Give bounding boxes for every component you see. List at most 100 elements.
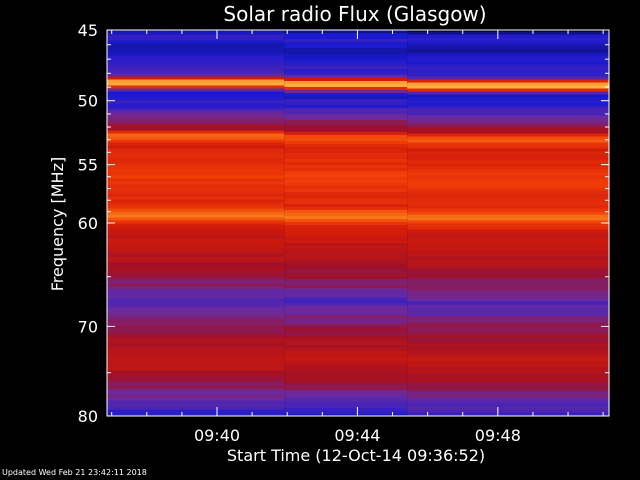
heatmap-cell xyxy=(284,303,408,307)
heatmap-cell xyxy=(407,313,609,318)
heatmap-cell xyxy=(107,52,285,57)
heatmap-cell xyxy=(107,136,285,141)
heatmap-cell xyxy=(107,268,285,273)
heatmap-cell xyxy=(407,343,609,348)
heatmap-cell xyxy=(407,373,609,378)
heatmap-cell xyxy=(407,412,609,416)
heatmap-cell xyxy=(284,117,408,121)
heatmap-cell xyxy=(284,45,408,49)
heatmap-cell xyxy=(107,61,285,66)
y-tick-label: 55 xyxy=(78,156,98,175)
heatmap-cell xyxy=(407,67,609,72)
heatmap-cell xyxy=(407,136,609,141)
heatmap-cell xyxy=(284,222,408,226)
heatmap-cell xyxy=(407,157,609,162)
heatmap-cell xyxy=(407,199,609,204)
heatmap-cell xyxy=(284,156,408,160)
heatmap-cell xyxy=(284,75,408,79)
heatmap-cell xyxy=(107,202,285,207)
heatmap-cell xyxy=(284,30,408,34)
heatmap-cell xyxy=(107,103,285,108)
heatmap-cell xyxy=(107,127,285,132)
heatmap-cell xyxy=(107,385,285,390)
heatmap-cell xyxy=(284,135,408,139)
heatmap-cell xyxy=(284,369,408,373)
heatmap-cell xyxy=(407,187,609,192)
heatmap-cell xyxy=(107,154,285,159)
heatmap-cell xyxy=(407,79,609,84)
x-axis: 09:40 09:44 09:48 xyxy=(111,30,604,445)
heatmap-cell xyxy=(284,168,408,172)
heatmap-cell xyxy=(407,88,609,93)
heatmap-cell xyxy=(107,130,285,135)
heatmap-cell xyxy=(284,87,408,91)
heatmap-cell xyxy=(107,30,285,33)
heatmap-cell xyxy=(107,373,285,378)
heatmap-cell xyxy=(284,57,408,61)
heatmap-cell xyxy=(284,219,408,223)
heatmap-cell xyxy=(284,360,408,364)
heatmap-cell xyxy=(107,133,285,138)
heatmap-cell xyxy=(407,409,609,414)
heatmap-cell xyxy=(284,315,408,319)
heatmap-cell xyxy=(407,403,609,408)
heatmap-cell xyxy=(407,370,609,375)
heatmap-cell xyxy=(284,345,408,349)
x-axis-label: Start Time (12-Oct-14 09:36:52) xyxy=(227,446,485,465)
heatmap-cell xyxy=(407,244,609,249)
heatmap-cell xyxy=(407,238,609,243)
heatmap-cell xyxy=(284,267,408,271)
heatmap-cell xyxy=(107,199,285,204)
updated-timestamp: Updated Wed Feb 21 23:42:11 2018 xyxy=(2,468,147,477)
heatmap-cell xyxy=(407,142,609,147)
heatmap-cell xyxy=(284,105,408,109)
heatmap-cell xyxy=(407,382,609,387)
heatmap-cell xyxy=(284,321,408,325)
heatmap-cell xyxy=(107,259,285,264)
heatmap-cell xyxy=(284,405,408,409)
heatmap-cell xyxy=(284,195,408,199)
heatmap-cell xyxy=(107,382,285,387)
heatmap-cell xyxy=(407,118,609,123)
heatmap-cell xyxy=(407,31,609,36)
heatmap-cell xyxy=(107,193,285,198)
heatmap-cell xyxy=(407,100,609,105)
heatmap-cell xyxy=(284,96,408,100)
heatmap-cell xyxy=(407,76,609,81)
heatmap-cell xyxy=(284,294,408,298)
heatmap-cell xyxy=(107,400,285,405)
heatmap-cell xyxy=(107,37,285,42)
heatmap-cell xyxy=(284,291,408,295)
heatmap-cell xyxy=(407,82,609,87)
heatmap-cell xyxy=(407,154,609,159)
heatmap-cell xyxy=(107,211,285,216)
heatmap-cell xyxy=(284,363,408,367)
heatmap-cell xyxy=(407,325,609,330)
heatmap-cell xyxy=(407,304,609,309)
heatmap-cell xyxy=(407,391,609,396)
heatmap-cell xyxy=(107,304,285,309)
heatmap-cell xyxy=(107,82,285,87)
heatmap-cell xyxy=(284,39,408,43)
heatmap-cell xyxy=(107,178,285,183)
heatmap-cell xyxy=(407,298,609,303)
heatmap-cell xyxy=(107,169,285,174)
heatmap-cell xyxy=(407,283,609,288)
heatmap-cell xyxy=(407,340,609,345)
heatmap-cell xyxy=(284,126,408,130)
heatmap-cell xyxy=(107,343,285,348)
heatmap-cell xyxy=(107,355,285,360)
heatmap-cell xyxy=(407,385,609,390)
heatmap-cell xyxy=(284,240,408,244)
heatmap-cell xyxy=(407,58,609,63)
heatmap-cell xyxy=(407,196,609,201)
heatmap-cell xyxy=(107,49,285,54)
heatmap-cell xyxy=(407,250,609,255)
heatmap-cell xyxy=(407,280,609,285)
heatmap-cell xyxy=(407,223,609,228)
heatmap-cell xyxy=(107,94,285,99)
heatmap-cell xyxy=(107,250,285,255)
heatmap-cell xyxy=(107,145,285,150)
heatmap-cell xyxy=(284,309,408,313)
heatmap-cell xyxy=(284,285,408,289)
